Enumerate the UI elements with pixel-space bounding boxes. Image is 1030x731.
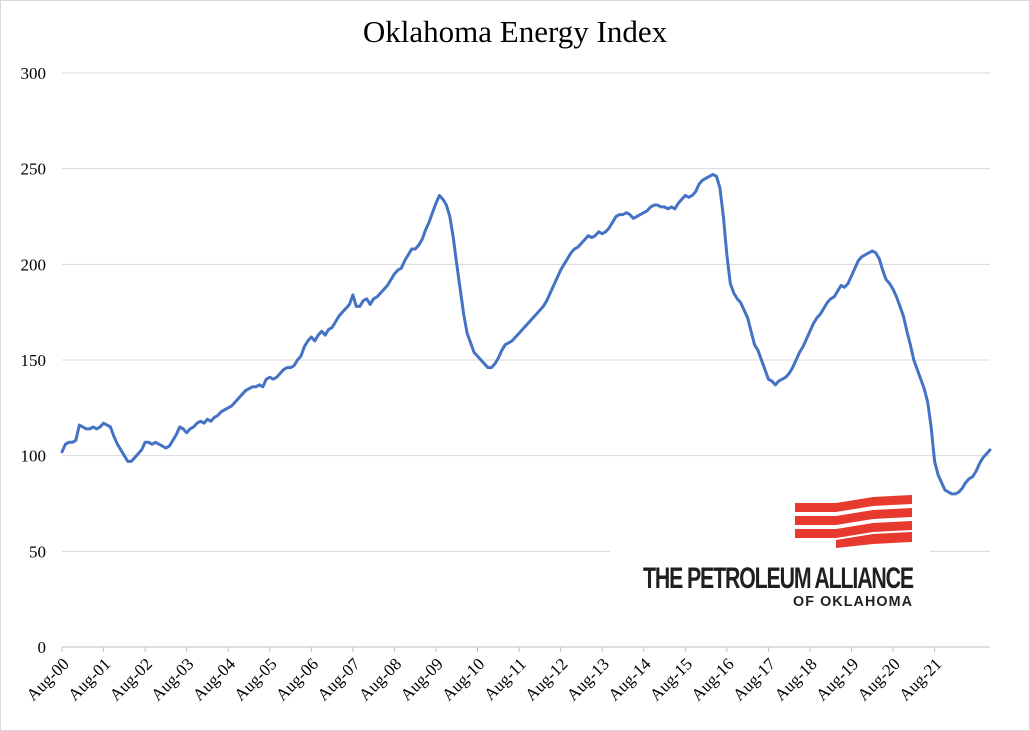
logo-stripe: [873, 532, 912, 544]
x-tick-label: Aug-09: [397, 654, 447, 704]
x-tick-label: Aug-21: [895, 654, 945, 704]
x-tick-label: Aug-00: [23, 654, 73, 704]
x-tick-label: Aug-16: [687, 654, 737, 704]
x-tick-label: Aug-13: [563, 654, 613, 704]
x-tick-label: Aug-05: [230, 654, 280, 704]
x-tick-label: Aug-15: [646, 654, 696, 704]
x-tick-label: Aug-03: [147, 654, 197, 704]
y-tick-label: 300: [21, 64, 47, 83]
x-tick-label: Aug-11: [480, 654, 530, 704]
gridlines: [62, 72, 990, 648]
x-axis-ticks: Aug-00Aug-01Aug-02Aug-03Aug-04Aug-05Aug-…: [23, 647, 945, 705]
y-tick-label: 200: [21, 255, 47, 274]
x-tick-label: Aug-20: [854, 654, 904, 704]
logo-stripe: [873, 495, 912, 506]
x-tick-label: Aug-17: [729, 654, 780, 705]
x-tick-label: Aug-02: [106, 654, 156, 704]
x-tick-label: Aug-01: [64, 654, 114, 704]
logo-stripe: [795, 516, 836, 525]
logo-wordmark: THE PETROLEUM ALLIANCE: [643, 562, 913, 595]
y-tick-label: 250: [21, 160, 47, 179]
x-tick-label: Aug-18: [771, 654, 821, 704]
series-line: [60, 172, 992, 496]
y-tick-label: 0: [38, 638, 47, 657]
logo-backdrop: [610, 488, 930, 616]
x-tick-label: Aug-19: [812, 654, 862, 704]
y-tick-label: 50: [29, 542, 46, 561]
logo-stripe: [873, 508, 912, 519]
logo-flag-stripes: [795, 495, 912, 548]
x-tick-label: Aug-07: [314, 654, 365, 705]
x-tick-label: Aug-10: [438, 654, 488, 704]
logo-stripe: [836, 523, 873, 538]
x-tick-label: Aug-08: [355, 654, 405, 704]
chart-title: Oklahoma Energy Index: [362, 14, 668, 49]
logo-stripe: [836, 497, 873, 512]
logo-stripe: [873, 521, 912, 532]
logo-stripe: [795, 529, 836, 538]
x-tick-label: Aug-06: [272, 654, 322, 704]
x-tick-label: Aug-14: [604, 654, 655, 705]
petroleum-alliance-logo: THE PETROLEUM ALLIANCE OF OKLAHOMA: [610, 488, 930, 616]
y-tick-label: 150: [21, 351, 47, 370]
y-axis-ticks: 0 50 100 150 200 250 300: [21, 64, 47, 657]
logo-subtitle: OF OKLAHOMA: [793, 594, 913, 610]
logo-stripe: [836, 510, 873, 525]
x-tick-label: Aug-04: [189, 654, 240, 705]
logo-stripe: [795, 503, 836, 512]
logo-stripe: [836, 534, 873, 548]
y-tick-label: 100: [21, 447, 47, 466]
x-tick-label: Aug-12: [521, 654, 571, 704]
